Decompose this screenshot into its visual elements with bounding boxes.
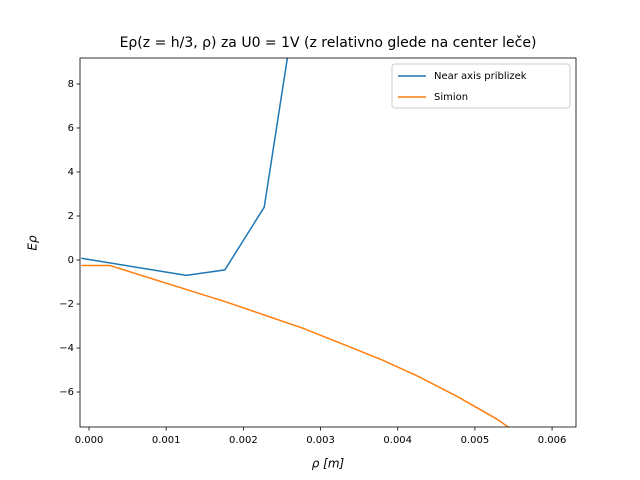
series-line bbox=[81, 264, 510, 427]
x-tick-label: 0.002 bbox=[229, 435, 258, 446]
series-line bbox=[81, 58, 289, 277]
x-tick-label: 0.001 bbox=[152, 435, 181, 446]
y-tick-label: 4 bbox=[68, 167, 74, 178]
x-tick-label: 0.005 bbox=[461, 435, 490, 446]
chart-title: Eρ(z = h/3, ρ) za U0 = 1V (z relativno g… bbox=[120, 35, 537, 51]
x-tick-label: 0.006 bbox=[538, 435, 567, 446]
legend-label: Near axis priblizek bbox=[434, 71, 527, 82]
y-tick-label: 0 bbox=[68, 255, 74, 266]
y-tick-label: 2 bbox=[68, 211, 74, 222]
y-tick-label: 8 bbox=[68, 79, 74, 90]
x-tick-label: 0.000 bbox=[75, 435, 104, 446]
legend-label: Simion bbox=[434, 92, 468, 103]
y-axis-label: Eρ bbox=[26, 235, 40, 251]
y-tick-label: −2 bbox=[59, 299, 74, 310]
x-axis-label: ρ [m] bbox=[312, 457, 345, 471]
legend-box bbox=[391, 63, 571, 109]
axes-frame bbox=[79, 57, 577, 428]
y-tick-label: −6 bbox=[59, 387, 74, 398]
plot-area bbox=[81, 58, 510, 427]
y-tick-label: 6 bbox=[68, 123, 74, 134]
y-tick-label: −4 bbox=[59, 343, 74, 354]
x-tick-label: 0.004 bbox=[383, 435, 412, 446]
x-tick-label: 0.003 bbox=[306, 435, 335, 446]
